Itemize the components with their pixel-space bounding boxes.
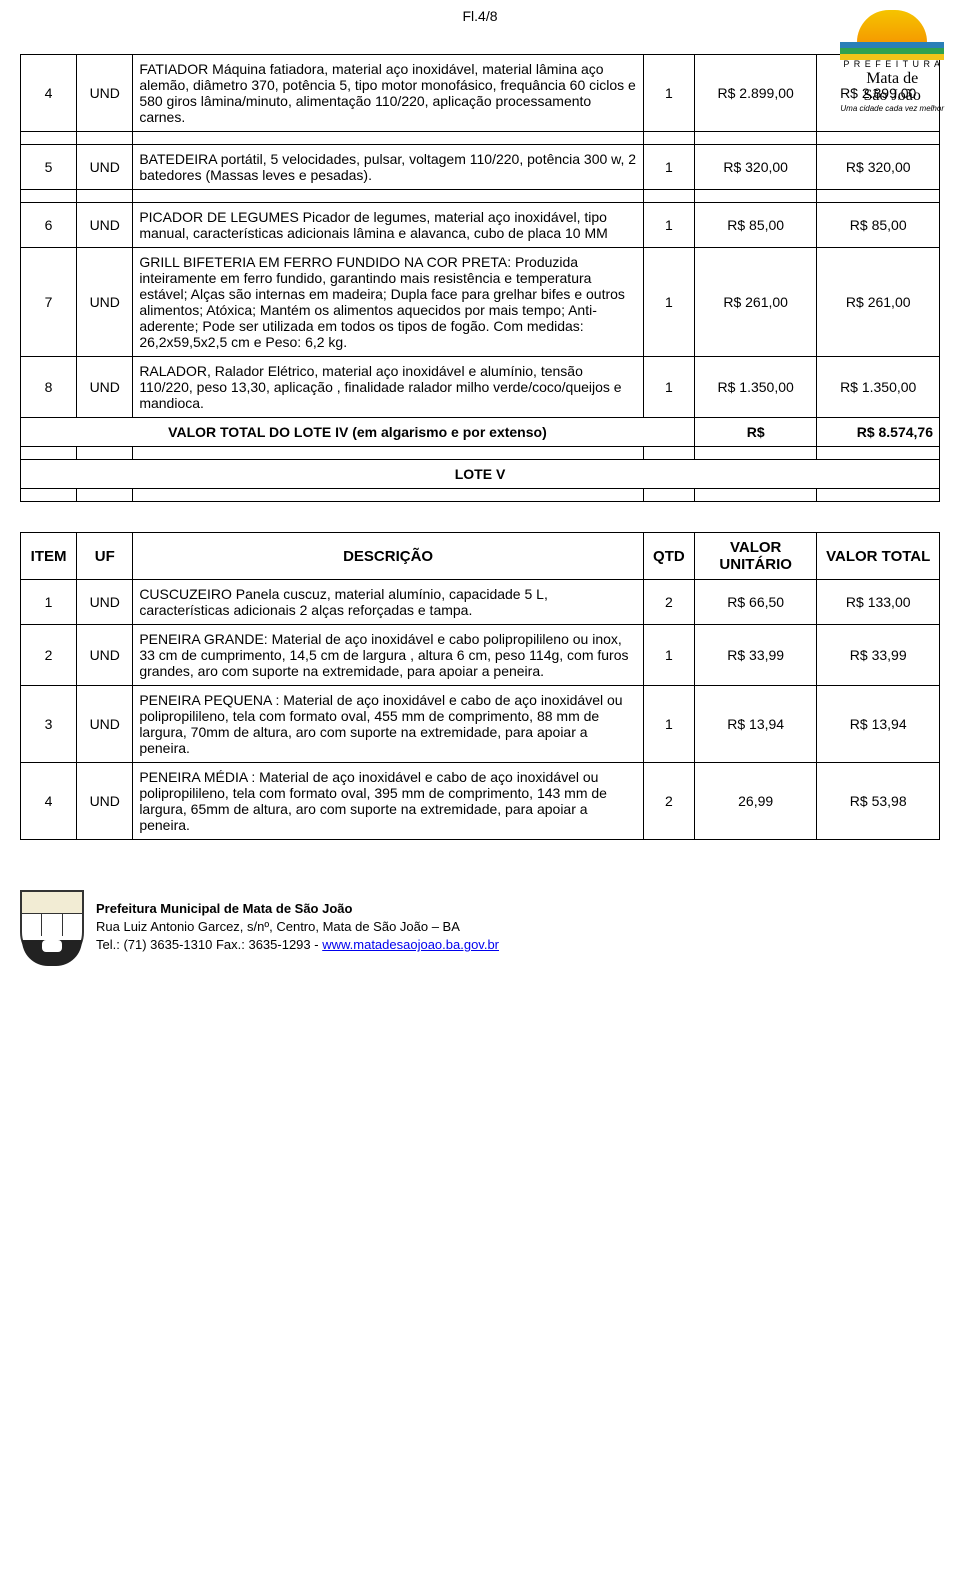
cell-uf: UND xyxy=(77,625,133,686)
cell-total: R$ 85,00 xyxy=(817,203,940,248)
cell-qtd: 1 xyxy=(643,203,694,248)
cell-total: R$ 33,99 xyxy=(817,625,940,686)
table-row: 2UNDPENEIRA GRANDE: Material de aço inox… xyxy=(21,625,940,686)
cell-desc: PICADOR DE LEGUMES Picador de legumes, m… xyxy=(133,203,644,248)
table-row: 4UNDPENEIRA MÉDIA : Material de aço inox… xyxy=(21,763,940,840)
logo-line2: Mata de xyxy=(840,70,944,88)
cell-item: 8 xyxy=(21,357,77,418)
cell-unit: R$ 85,00 xyxy=(694,203,817,248)
cell-qtd: 1 xyxy=(643,145,694,190)
lote4-total-curr: R$ xyxy=(694,418,817,447)
cell-item: 7 xyxy=(21,248,77,357)
footer: Prefeitura Municipal de Mata de São João… xyxy=(0,880,960,984)
cell-item: 6 xyxy=(21,203,77,248)
lote5-title-row: LOTE V xyxy=(21,460,940,489)
footer-link[interactable]: www.matadesaojoao.ba.gov.br xyxy=(322,937,499,952)
lote4-table: 4UNDFATIADOR Máquina fatiadora, material… xyxy=(20,54,940,502)
cell-uf: UND xyxy=(77,203,133,248)
table-row: 3UNDPENEIRA PEQUENA : Material de aço in… xyxy=(21,686,940,763)
cell-qtd: 1 xyxy=(643,55,694,132)
cell-uf: UND xyxy=(77,248,133,357)
cell-unit: R$ 13,94 xyxy=(694,686,817,763)
cell-item: 3 xyxy=(21,686,77,763)
hdr-item: ITEM xyxy=(21,533,77,580)
table-row: 7UNDGRILL BIFETERIA EM FERRO FUNDIDO NA … xyxy=(21,248,940,357)
footer-line2: Rua Luiz Antonio Garcez, s/nº, Centro, M… xyxy=(96,918,499,936)
cell-total: R$ 1.350,00 xyxy=(817,357,940,418)
cell-unit: 26,99 xyxy=(694,763,817,840)
footer-tel: Tel.: (71) 3635-1310 Fax.: 3635-1293 - xyxy=(96,937,322,952)
cell-qtd: 1 xyxy=(643,625,694,686)
cell-desc: CUSCUZEIRO Panela cuscuz, material alumí… xyxy=(133,580,644,625)
logo-pref: P R E F E I T U R A xyxy=(840,60,944,70)
cell-qtd: 2 xyxy=(643,580,694,625)
empty-row xyxy=(21,190,940,203)
footer-line1: Prefeitura Municipal de Mata de São João xyxy=(96,900,499,918)
cell-qtd: 1 xyxy=(643,357,694,418)
cell-total: R$ 133,00 xyxy=(817,580,940,625)
empty-row xyxy=(21,489,940,502)
cell-total: R$ 53,98 xyxy=(817,763,940,840)
lote4-total-value: R$ 8.574,76 xyxy=(817,418,940,447)
cell-desc: PENEIRA MÉDIA : Material de aço inoxidáv… xyxy=(133,763,644,840)
hdr-unit: VALOR UNITÁRIO xyxy=(694,533,817,580)
logo-line3: São João xyxy=(840,87,944,105)
cell-item: 1 xyxy=(21,580,77,625)
cell-qtd: 2 xyxy=(643,763,694,840)
cell-unit: R$ 33,99 xyxy=(694,625,817,686)
empty-row xyxy=(21,132,940,145)
header-logo: P R E F E I T U R A Mata de São João Uma… xyxy=(840,10,944,114)
cell-item: 4 xyxy=(21,55,77,132)
cell-item: 2 xyxy=(21,625,77,686)
cell-desc: PENEIRA GRANDE: Material de aço inoxidáv… xyxy=(133,625,644,686)
cell-uf: UND xyxy=(77,357,133,418)
cell-unit: R$ 261,00 xyxy=(694,248,817,357)
empty-row xyxy=(21,447,940,460)
cell-total: R$ 261,00 xyxy=(817,248,940,357)
cell-uf: UND xyxy=(77,763,133,840)
lote4-total-label: VALOR TOTAL DO LOTE IV (em algarismo e p… xyxy=(21,418,695,447)
table-row: 4UNDFATIADOR Máquina fatiadora, material… xyxy=(21,55,940,132)
table-row: 6UNDPICADOR DE LEGUMES Picador de legume… xyxy=(21,203,940,248)
lote5-title: LOTE V xyxy=(21,460,940,489)
shield-icon xyxy=(20,890,84,964)
table-row: 1UNDCUSCUZEIRO Panela cuscuz, material a… xyxy=(21,580,940,625)
cell-total: R$ 320,00 xyxy=(817,145,940,190)
cell-unit: R$ 1.350,00 xyxy=(694,357,817,418)
cell-unit: R$ 66,50 xyxy=(694,580,817,625)
cell-desc: PENEIRA PEQUENA : Material de aço inoxid… xyxy=(133,686,644,763)
cell-unit: R$ 320,00 xyxy=(694,145,817,190)
cell-uf: UND xyxy=(77,580,133,625)
cell-desc: GRILL BIFETERIA EM FERRO FUNDIDO NA COR … xyxy=(133,248,644,357)
table-row: 5UNDBATEDEIRA portátil, 5 velocidades, p… xyxy=(21,145,940,190)
cell-desc: FATIADOR Máquina fatiadora, material aço… xyxy=(133,55,644,132)
lote5-table: ITEM UF DESCRIÇÃO QTD VALOR UNITÁRIO VAL… xyxy=(20,532,940,840)
hdr-uf: UF xyxy=(77,533,133,580)
cell-unit: R$ 2.899,00 xyxy=(694,55,817,132)
cell-uf: UND xyxy=(77,145,133,190)
page-label: Fl.4/8 xyxy=(0,0,960,24)
cell-uf: UND xyxy=(77,55,133,132)
hdr-desc: DESCRIÇÃO xyxy=(133,533,644,580)
logo-tagline: Uma cidade cada vez melhor xyxy=(840,105,944,114)
cell-qtd: 1 xyxy=(643,248,694,357)
cell-desc: RALADOR, Ralador Elétrico, material aço … xyxy=(133,357,644,418)
cell-uf: UND xyxy=(77,686,133,763)
lote4-total-row: VALOR TOTAL DO LOTE IV (em algarismo e p… xyxy=(21,418,940,447)
cell-item: 5 xyxy=(21,145,77,190)
hdr-qtd: QTD xyxy=(643,533,694,580)
table-row: 8UNDRALADOR, Ralador Elétrico, material … xyxy=(21,357,940,418)
cell-item: 4 xyxy=(21,763,77,840)
cell-desc: BATEDEIRA portátil, 5 velocidades, pulsa… xyxy=(133,145,644,190)
hdr-total: VALOR TOTAL xyxy=(817,533,940,580)
footer-line3: Tel.: (71) 3635-1310 Fax.: 3635-1293 - w… xyxy=(96,936,499,954)
cell-qtd: 1 xyxy=(643,686,694,763)
cell-total: R$ 13,94 xyxy=(817,686,940,763)
